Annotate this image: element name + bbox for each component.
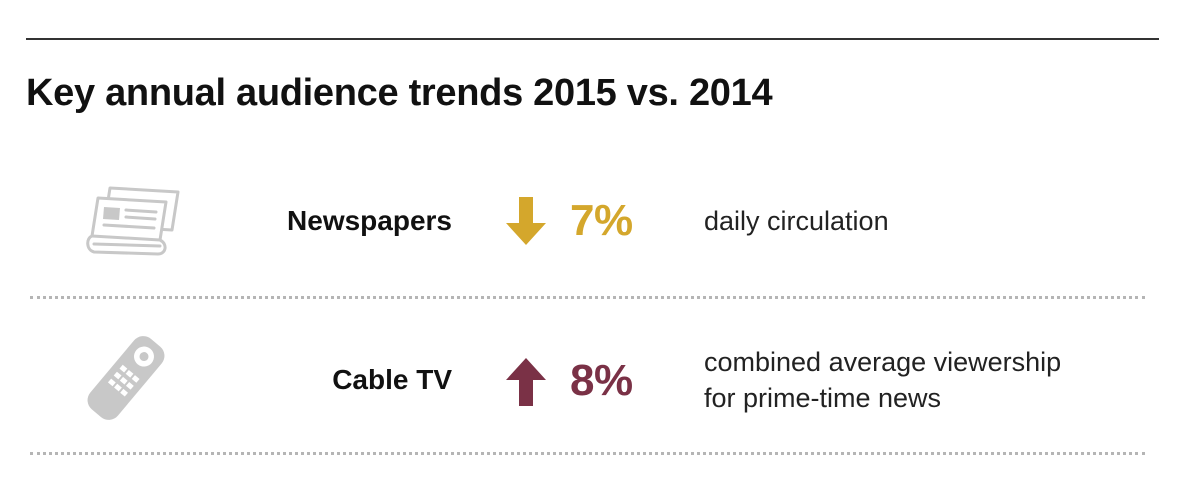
description-line: for prime-time news	[704, 383, 942, 413]
description-line: combined average viewership	[704, 347, 1062, 377]
medium-label: Newspapers	[287, 205, 452, 236]
percent-change: 7%	[570, 196, 633, 245]
row-divider	[30, 296, 1145, 299]
medium-label: Cable TV	[332, 364, 452, 395]
percent-change: 8%	[570, 356, 633, 405]
newspaper-icon	[86, 186, 180, 256]
page-title: Key annual audience trends 2015 vs. 2014	[26, 72, 773, 114]
arrow-up-icon	[506, 358, 546, 406]
row-divider	[30, 452, 1145, 455]
trend-description: daily circulation	[704, 203, 889, 239]
remote-control-icon	[87, 336, 165, 420]
description-line: daily circulation	[704, 206, 889, 236]
top-rule	[26, 38, 1159, 40]
arrow-down-icon	[506, 197, 546, 245]
trend-description: combined average viewership for prime-ti…	[704, 344, 1061, 416]
